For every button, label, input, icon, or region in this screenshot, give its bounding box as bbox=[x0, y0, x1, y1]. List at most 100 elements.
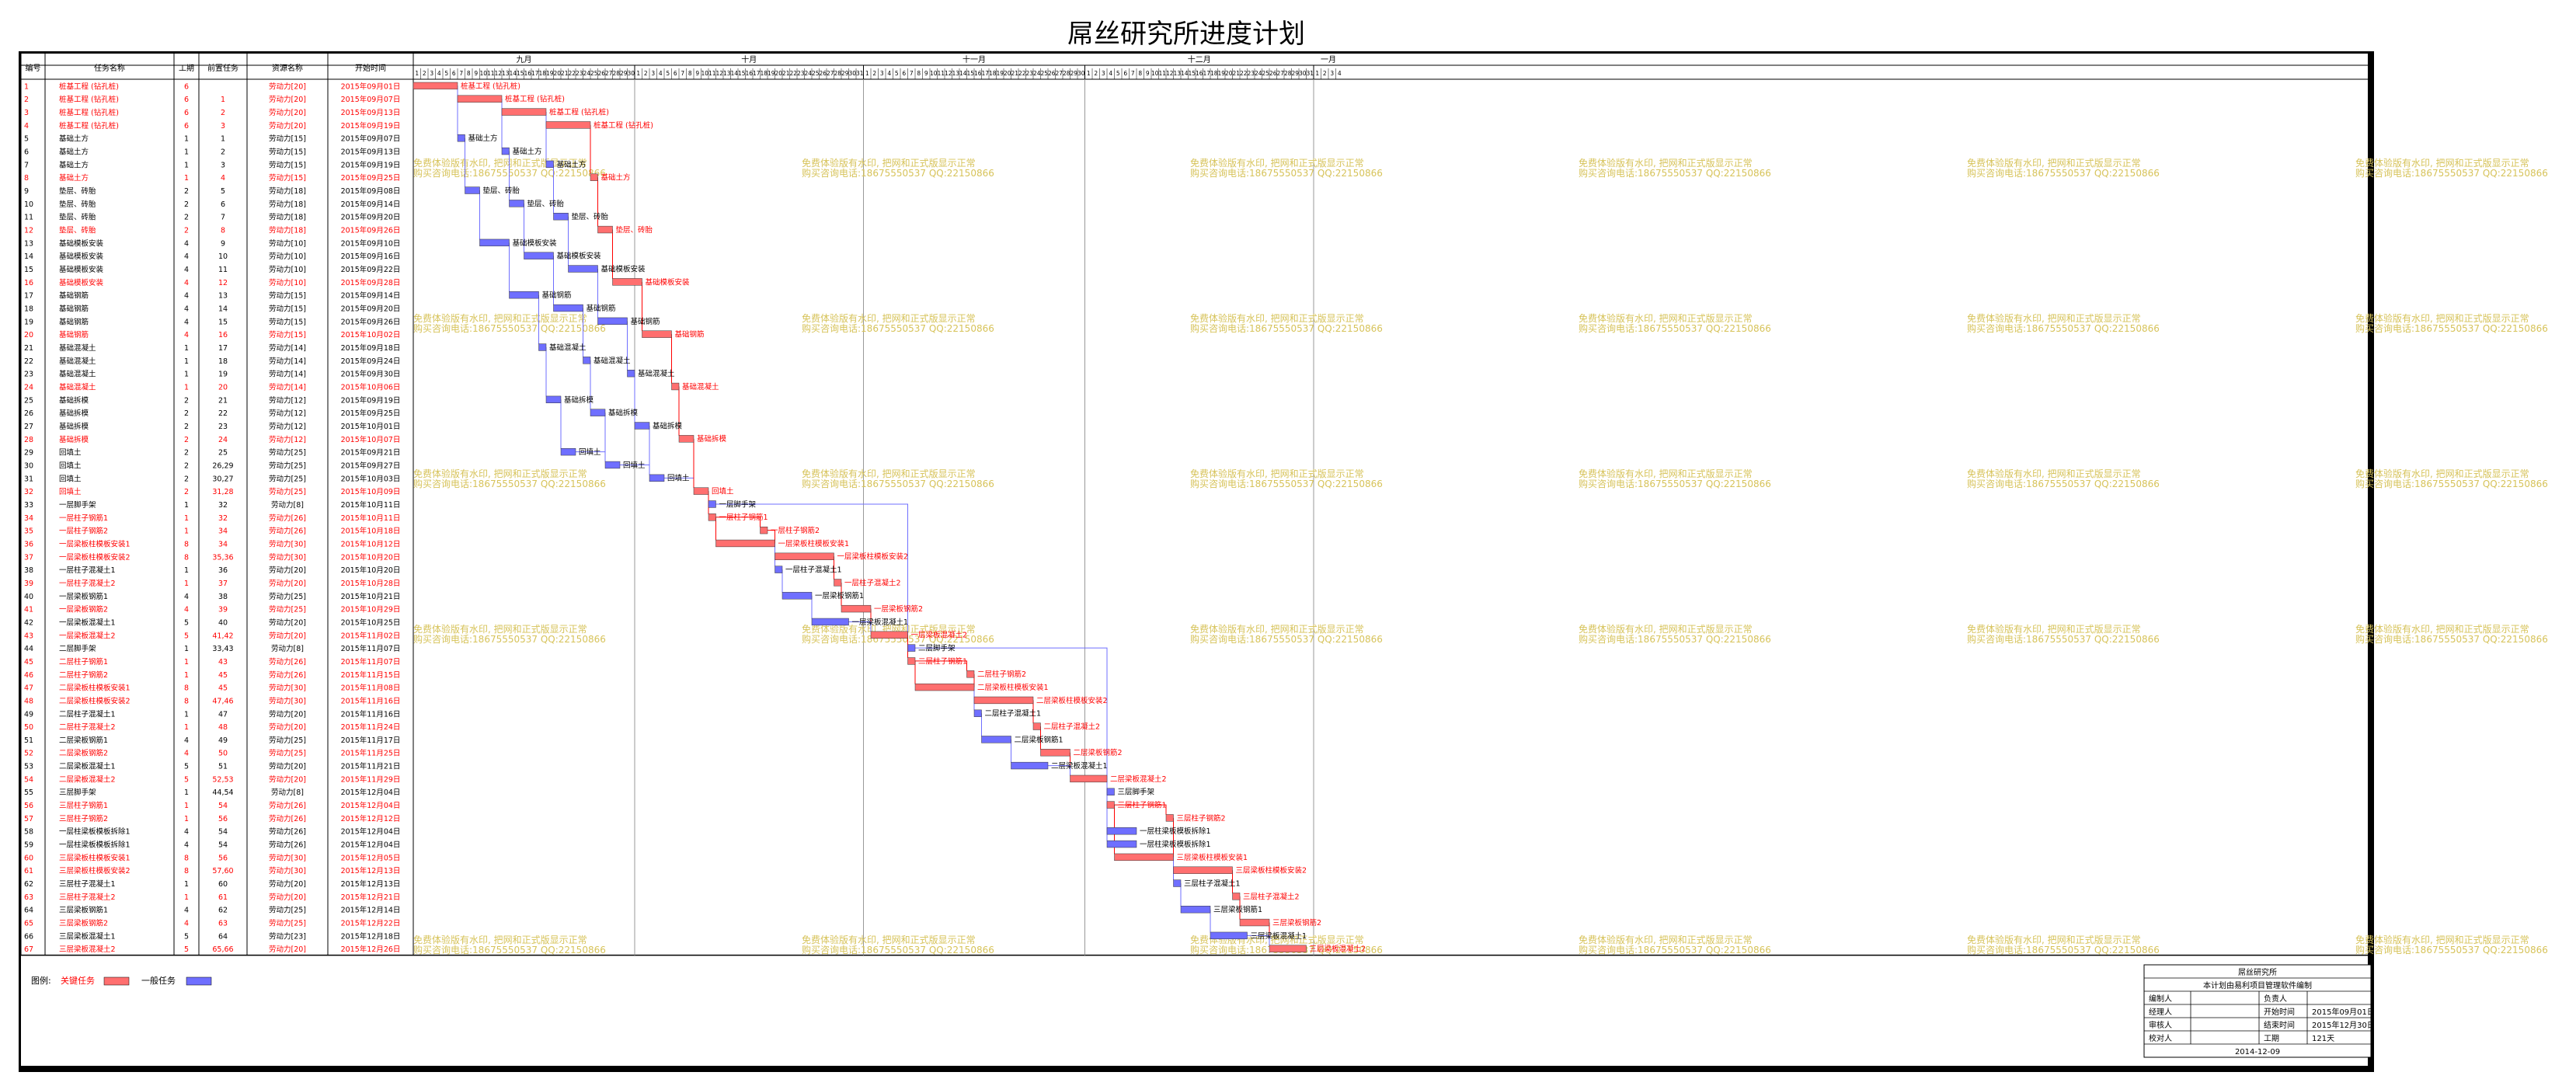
day-label: 15 bbox=[517, 70, 524, 77]
task-resource: 劳动力[12] bbox=[269, 395, 306, 405]
watermark-text: 免费体验版有水印, 把网和正式版显示正常 bbox=[802, 934, 976, 945]
day-label: 1 bbox=[1315, 70, 1319, 77]
task-name: 三层梁板柱模板安装1 bbox=[59, 853, 131, 862]
month-label: 十二月 bbox=[1188, 54, 1211, 64]
task-start: 2015年12月22日 bbox=[341, 919, 401, 928]
task-bar bbox=[509, 291, 539, 299]
watermark-text: 免费体验版有水印, 把网和正式版显示正常 bbox=[1579, 623, 1753, 635]
day-label: 6 bbox=[902, 70, 906, 77]
dependency-line bbox=[915, 647, 1108, 789]
task-name: 基础钢筋 bbox=[59, 291, 89, 301]
task-bar bbox=[870, 631, 908, 639]
task-resource: 劳动力[10] bbox=[269, 265, 306, 274]
task-id: 39 bbox=[24, 580, 33, 588]
day-label: 17 bbox=[531, 70, 539, 77]
task-bar-label: 基础混凝土 bbox=[638, 369, 675, 378]
task-duration: 1 bbox=[184, 815, 189, 823]
task-start: 2015年11月16日 bbox=[341, 696, 401, 705]
task-id: 4 bbox=[24, 122, 29, 131]
day-label: 8 bbox=[917, 70, 921, 77]
task-name: 二层柱子钢筋2 bbox=[59, 670, 108, 680]
day-label: 14 bbox=[509, 70, 517, 77]
task-predecessor: 54 bbox=[218, 828, 228, 837]
task-id: 5 bbox=[24, 135, 29, 144]
day-label: 12 bbox=[1166, 70, 1174, 77]
task-bar bbox=[834, 579, 842, 587]
task-id: 3 bbox=[24, 109, 29, 117]
day-label: 24 bbox=[804, 70, 812, 77]
day-label: 19 bbox=[1217, 70, 1225, 77]
task-duration: 5 bbox=[184, 618, 189, 627]
watermark-text: 免费体验版有水印, 把网和正式版显示正常 bbox=[1967, 623, 2141, 635]
watermark-text: 免费体验版有水印, 把网和正式版显示正常 bbox=[2355, 468, 2529, 479]
day-label: 10 bbox=[701, 70, 708, 77]
task-resource: 劳动力[20] bbox=[269, 631, 306, 640]
task-start: 2015年12月13日 bbox=[341, 879, 401, 889]
task-bar-label: 二层梁板混凝土1 bbox=[1051, 761, 1108, 771]
task-duration: 1 bbox=[184, 344, 189, 353]
task-resource: 劳动力[20] bbox=[269, 95, 306, 104]
task-duration: 1 bbox=[184, 148, 189, 157]
task-id: 29 bbox=[24, 449, 33, 458]
task-predecessor: 1 bbox=[221, 96, 225, 104]
day-label: 9 bbox=[1146, 70, 1150, 77]
task-start: 2015年11月07日 bbox=[341, 657, 401, 667]
day-label: 20 bbox=[775, 70, 782, 77]
day-label: 16 bbox=[745, 70, 753, 77]
task-resource: 劳动力[26] bbox=[269, 527, 306, 536]
task-duration: 4 bbox=[184, 279, 189, 287]
task-name: 三层脚手架 bbox=[59, 788, 96, 797]
task-predecessor: 6 bbox=[221, 200, 225, 209]
task-bar-label: 基础土方 bbox=[513, 147, 542, 156]
task-resource: 劳动力[12] bbox=[269, 422, 306, 431]
task-duration: 2 bbox=[184, 488, 189, 496]
task-start: 2015年10月03日 bbox=[341, 474, 401, 483]
legend-normal-swatch bbox=[186, 976, 212, 986]
task-duration: 1 bbox=[184, 880, 189, 889]
day-label: 19 bbox=[996, 70, 1004, 77]
task-name: 基础土方 bbox=[59, 134, 89, 144]
info-label: 校对人 bbox=[2149, 1033, 2172, 1043]
dependency-line bbox=[715, 517, 761, 527]
task-predecessor: 20 bbox=[218, 384, 228, 392]
day-label: 2 bbox=[1323, 70, 1327, 77]
task-id: 58 bbox=[24, 828, 33, 837]
task-duration: 6 bbox=[184, 109, 189, 117]
task-predecessor: 21 bbox=[218, 396, 228, 405]
task-bar-label: 二层柱子钢筋2 bbox=[977, 670, 1026, 679]
task-resource: 劳动力[20] bbox=[269, 82, 306, 91]
task-id: 48 bbox=[24, 697, 33, 705]
task-name: 基础钢筋 bbox=[59, 330, 89, 339]
task-resource: 劳动力[25] bbox=[269, 749, 306, 758]
task-start: 2015年09月14日 bbox=[341, 291, 401, 301]
task-bar-label: 基础模板安装 bbox=[557, 252, 602, 261]
header-cell: 开始时间 bbox=[355, 63, 386, 73]
task-name: 桩基工程 (钻孔桩) bbox=[59, 82, 119, 91]
task-predecessor: 12 bbox=[218, 279, 228, 287]
task-bar bbox=[597, 317, 628, 325]
day-label: 2 bbox=[423, 70, 426, 77]
day-label: 7 bbox=[910, 70, 914, 77]
day-label: 15 bbox=[1188, 70, 1196, 77]
day-label: 16 bbox=[974, 70, 982, 77]
task-id: 35 bbox=[24, 527, 33, 536]
task-bar bbox=[1232, 893, 1241, 900]
task-id: 22 bbox=[24, 357, 33, 366]
task-name: 二层梁板钢筋1 bbox=[59, 736, 108, 745]
day-label: 23 bbox=[1025, 70, 1033, 77]
task-name: 一层柱子钢筋2 bbox=[59, 527, 108, 536]
task-bar-label: 二层柱子混凝土1 bbox=[985, 709, 1042, 719]
task-bar bbox=[1011, 761, 1049, 770]
legend-label: 图例: bbox=[31, 975, 51, 986]
task-bar-label: 三层柱子钢筋1 bbox=[1118, 800, 1167, 809]
task-id: 28 bbox=[24, 436, 33, 444]
task-bar-label: 桩基工程 (钻孔桩) bbox=[505, 95, 565, 104]
day-label: 22 bbox=[1240, 70, 1248, 77]
info-label: 编制人 bbox=[2149, 994, 2172, 1004]
info-block-border bbox=[2143, 964, 2372, 1058]
task-bar-label: 回填土 bbox=[623, 461, 646, 470]
task-name: 基础混凝土 bbox=[59, 343, 96, 353]
task-name: 回填土 bbox=[59, 487, 82, 496]
task-bar-label: 三层梁板钢筋1 bbox=[1213, 905, 1262, 914]
task-bar bbox=[1210, 931, 1248, 940]
